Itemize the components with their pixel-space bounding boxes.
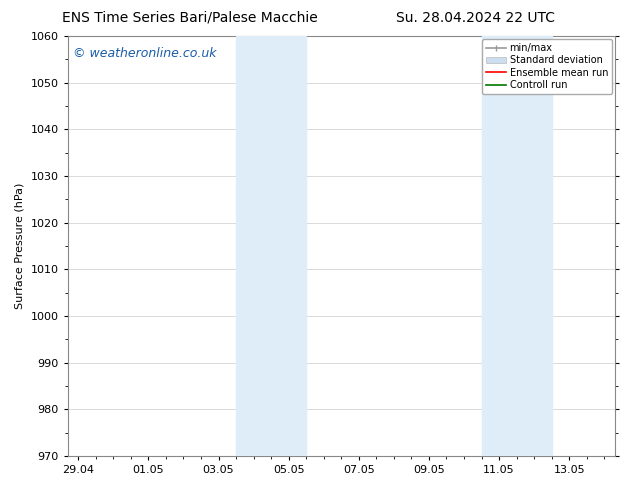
Y-axis label: Surface Pressure (hPa): Surface Pressure (hPa) [15,183,25,309]
Bar [482,36,552,456]
Text: © weatheronline.co.uk: © weatheronline.co.uk [73,47,217,60]
Text: Su. 28.04.2024 22 UTC: Su. 28.04.2024 22 UTC [396,11,555,25]
Bar [236,36,306,456]
Legend: min/max, Standard deviation, Ensemble mean run, Controll run: min/max, Standard deviation, Ensemble me… [482,39,612,94]
Text: ENS Time Series Bari/Palese Macchie: ENS Time Series Bari/Palese Macchie [62,11,318,25]
